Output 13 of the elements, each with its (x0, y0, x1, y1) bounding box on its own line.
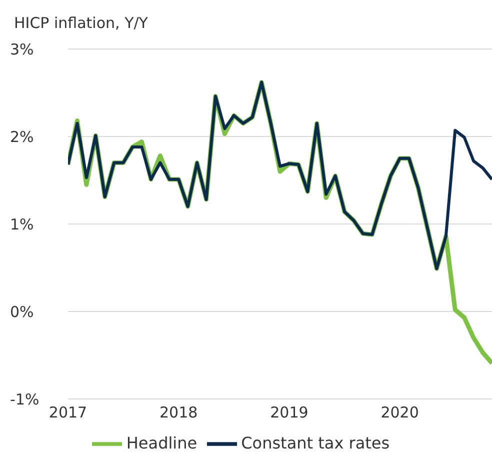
y-tick-label: 2% (10, 128, 34, 146)
legend-label: Headline (126, 433, 198, 452)
x-tick-label: 2019 (270, 404, 308, 422)
x-tick-label: 2017 (48, 404, 88, 422)
y-tick-label: -1% (10, 390, 40, 408)
x-tick-label: 2018 (160, 404, 198, 422)
chart-title: HICP inflation, Y/Y (14, 14, 148, 32)
y-tick-label: 0% (10, 302, 34, 321)
y-tick-label: 1% (10, 215, 34, 234)
y-tick-label: 3% (10, 40, 34, 58)
line-series (68, 80, 492, 270)
x-tick-label: 2020 (380, 404, 419, 422)
legend-label: Constant tax rates (241, 433, 390, 452)
